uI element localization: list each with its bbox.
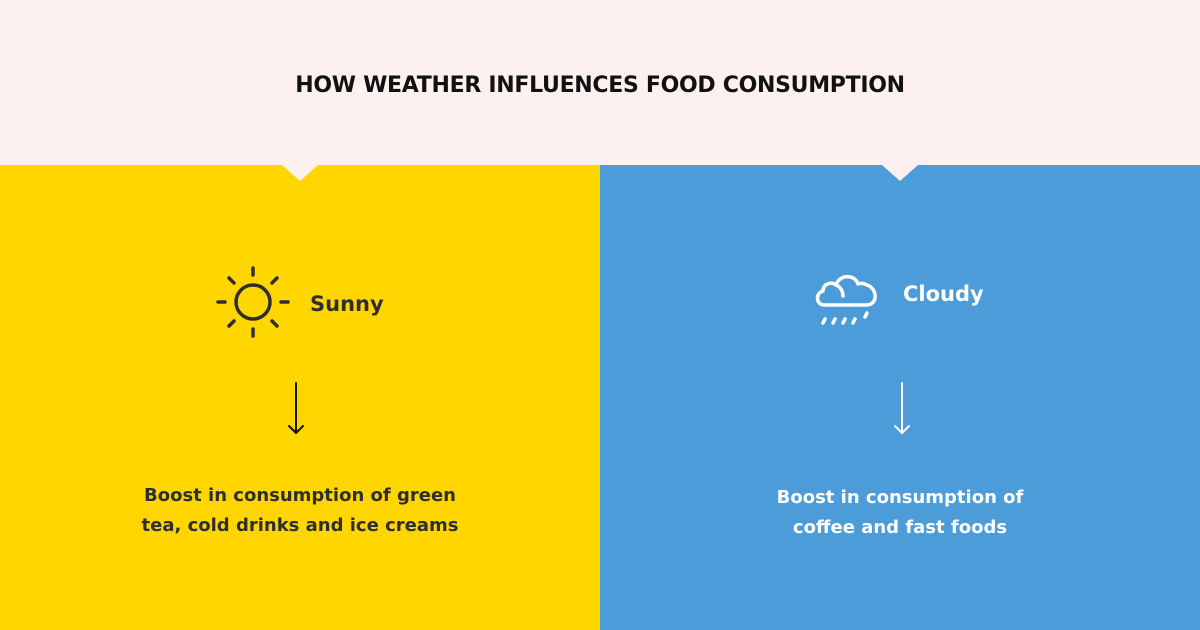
pointer-notch <box>882 165 918 181</box>
cloudy-description: Boost in consumption of coffee and fast … <box>600 483 1200 543</box>
sunny-description-line2: tea, cold drinks and ice creams <box>141 515 459 536</box>
cloudy-panel: Cloudy Boost in consumption of coffee an… <box>600 165 1200 630</box>
sunny-panel: Sunny Boost in consumption of green tea,… <box>0 165 600 630</box>
pointer-notch <box>282 165 318 181</box>
cloudy-description-line1: Boost in consumption of <box>776 487 1024 508</box>
sun-icon <box>216 266 290 338</box>
down-arrow-icon <box>894 382 910 435</box>
header: HOW WEATHER INFLUENCES FOOD CONSUMPTION <box>0 0 1200 165</box>
weather-label-cloudy: Cloudy <box>903 282 984 306</box>
sunny-description-line1: Boost in consumption of green <box>144 485 456 506</box>
sunny-description: Boost in consumption of green tea, cold … <box>0 481 600 541</box>
page-title: HOW WEATHER INFLUENCES FOOD CONSUMPTION <box>295 73 905 98</box>
down-arrow-icon <box>288 382 304 435</box>
cloud-rain-icon <box>815 274 877 325</box>
cloudy-description-line2: coffee and fast foods <box>792 517 1008 538</box>
weather-label-sunny: Sunny <box>310 292 384 316</box>
